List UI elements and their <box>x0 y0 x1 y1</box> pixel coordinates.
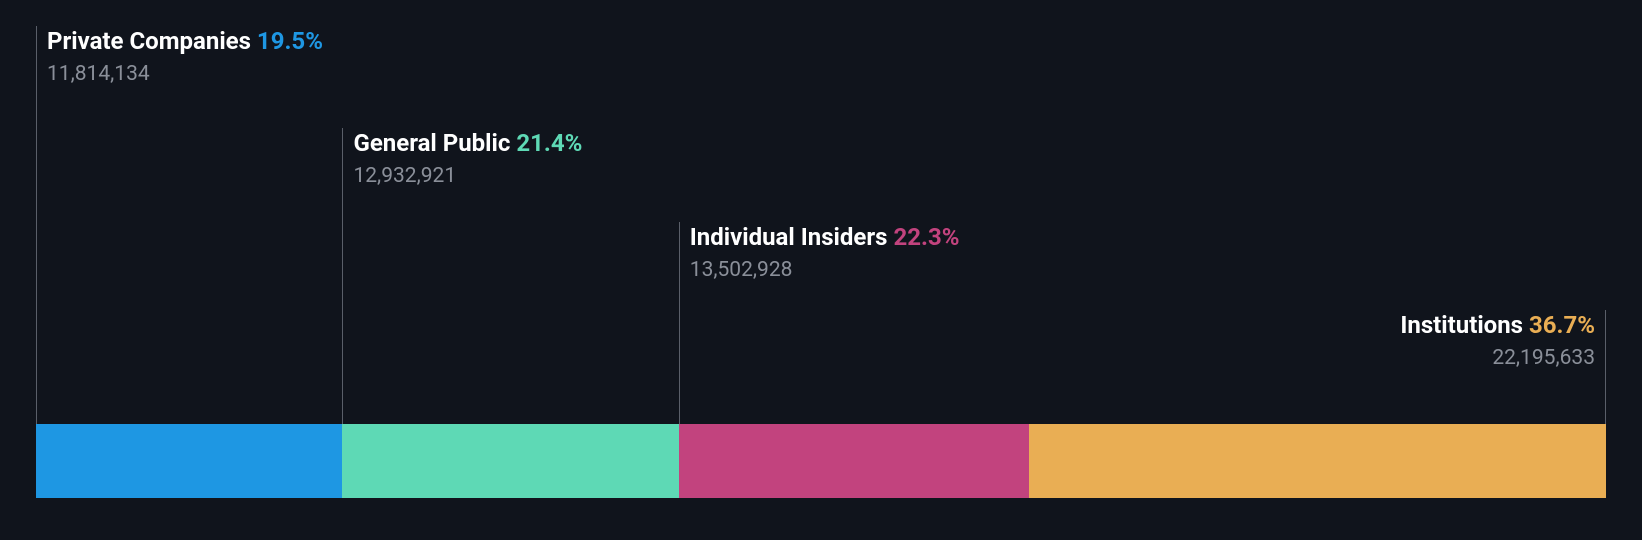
segment-label: General Public 21.4% 12,932,921 <box>342 128 582 424</box>
segment-name-percent: Institutions 36.7% <box>1400 310 1595 341</box>
segment-name: Private Companies <box>47 27 251 55</box>
segment-name: Individual Insiders <box>690 223 888 251</box>
segment-percent: 21.4% <box>516 129 582 157</box>
segment-count: 22,195,633 <box>1400 345 1595 372</box>
bar-segment <box>36 424 342 498</box>
segment-percent: 36.7% <box>1529 311 1595 339</box>
segment-count: 12,932,921 <box>353 163 582 190</box>
segment-label: Institutions 36.7% 22,195,633 <box>1400 310 1606 424</box>
segment-percent: 19.5% <box>257 27 323 55</box>
segment-name-percent: General Public 21.4% <box>353 128 582 159</box>
segment-count: 11,814,134 <box>47 61 323 88</box>
segment-name: General Public <box>353 129 510 157</box>
bar-track <box>36 424 1606 498</box>
bar-segment <box>1029 424 1606 498</box>
segment-percent: 22.3% <box>893 223 959 251</box>
segment-label: Individual Insiders 22.3% 13,502,928 <box>679 222 960 424</box>
bar-segment <box>342 424 678 498</box>
segment-count: 13,502,928 <box>690 257 960 284</box>
bar-segment <box>679 424 1029 498</box>
segment-name: Institutions <box>1400 311 1523 339</box>
ownership-stacked-bar-chart: Private Companies 19.5% 11,814,134 General… <box>0 0 1642 540</box>
segment-name-percent: Private Companies 19.5% <box>47 26 323 57</box>
segment-name-percent: Individual Insiders 22.3% <box>690 222 960 253</box>
segment-label: Private Companies 19.5% 11,814,134 <box>36 26 323 424</box>
